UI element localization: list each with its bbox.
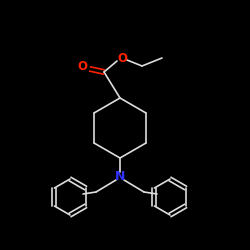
Text: O: O: [117, 52, 127, 64]
Text: O: O: [77, 60, 87, 74]
Text: N: N: [115, 170, 125, 182]
